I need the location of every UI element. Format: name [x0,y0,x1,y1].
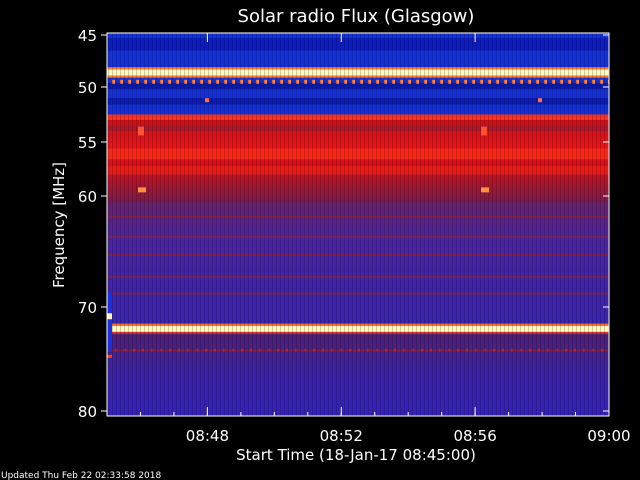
chart-title: Solar radio Flux (Glasgow) [238,6,475,27]
burst-column [138,126,144,136]
burst-spot [481,187,489,193]
updated-timestamp: Updated Thu Feb 22 02:33:58 2018 [1,471,162,480]
y-tick-label: 60 [78,188,97,206]
burst-column [481,126,487,136]
y-tick-label: 50 [78,79,97,97]
x-tick-label: 08:56 [454,427,497,445]
y-tick-label: 55 [78,134,97,152]
edge-artifact [107,313,112,320]
y-tick-label: 45 [78,27,97,45]
edge-artifact [107,291,112,351]
y-tick-label: 70 [78,299,97,317]
burst-spot [205,98,209,103]
y-tick-label: 80 [78,403,97,421]
burst-spot [138,187,146,193]
edge-artifact [107,354,112,358]
y-axis-label: Frequency [MHz] [50,162,68,288]
plot-frame [106,32,610,417]
x-tick-label: 09:00 [587,427,630,445]
x-tick-label: 08:48 [186,427,229,445]
plot-area [107,33,609,416]
x-axis: 08:48 08:52 08:56 09:00 [106,33,631,445]
texture-overlay [107,33,609,416]
burst-spot [538,98,542,103]
y-axis: 45 50 55 60 70 80 [78,27,609,421]
x-tick-label: 08:52 [320,427,363,445]
x-axis-label: Start Time (18-Jan-17 08:45:00) [236,446,476,464]
